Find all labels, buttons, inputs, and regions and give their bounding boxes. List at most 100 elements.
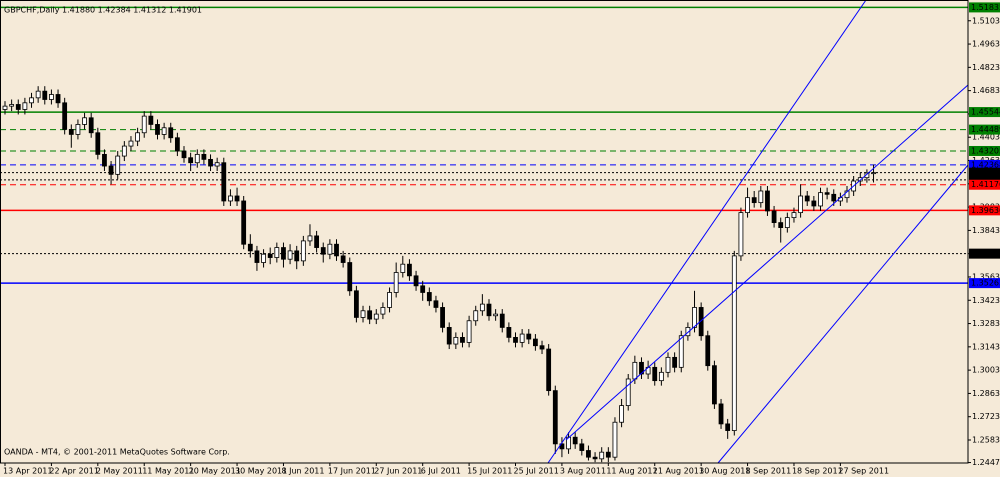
candle-body (102, 153, 107, 167)
footer: OANDA - MT4, © 2001-2011 MetaQuotes Soft… (4, 448, 230, 457)
candle-body (95, 132, 101, 155)
y-tick-label: 1.32832 (972, 319, 1000, 328)
candle-body (380, 307, 386, 315)
y-tick-label: 1.44032 (972, 133, 1000, 142)
channel-line (717, 164, 969, 464)
plot (0, 6, 968, 463)
candle-body (519, 333, 525, 343)
candle-body (745, 197, 750, 214)
candle-body (678, 335, 684, 368)
candle-body (42, 90, 48, 100)
x-tick-label: 6 Jul 2011 (421, 467, 461, 476)
y-tick-label: 1.51032 (972, 16, 1000, 25)
candle-body (765, 190, 770, 212)
level-box (969, 2, 1000, 13)
level-box (969, 278, 1000, 289)
candle-body (552, 390, 558, 445)
candle-body (784, 217, 790, 228)
candle-body (479, 303, 485, 312)
candle-body (334, 243, 339, 257)
candle-body (824, 192, 830, 195)
candle-body (818, 192, 823, 207)
x-tick-label: 20 May 2011 (189, 467, 241, 476)
candle-body (148, 115, 154, 125)
level-box (969, 107, 1000, 118)
candle-body (181, 150, 187, 159)
candle-body (307, 235, 313, 242)
candle-body (387, 292, 392, 308)
level-box (969, 124, 1000, 135)
candle-body (493, 313, 499, 317)
candle-body (605, 451, 611, 458)
y-tick-label: 1.28632 (972, 389, 1000, 398)
candle-body (546, 348, 552, 392)
level-label: 1.35263 (971, 279, 1000, 288)
candle-body (665, 356, 671, 373)
candle-body (49, 94, 54, 100)
candle-body (619, 405, 624, 423)
y-tick-label: 1.30032 (972, 366, 1000, 375)
candle-body (393, 272, 399, 293)
candle-body (446, 327, 452, 345)
candle-body (844, 190, 850, 199)
candle-body (327, 243, 333, 255)
candle-body (407, 263, 412, 277)
candle-body (871, 172, 876, 175)
candle-body (612, 421, 618, 458)
candle-body (758, 190, 764, 204)
candle-body (360, 310, 366, 318)
x-tick-label: 18 Sep 2011 (792, 467, 843, 476)
candle-body (373, 313, 379, 320)
candle-body (121, 145, 127, 157)
x-tick-label: 8 Jun 2011 (281, 467, 324, 476)
level-label: 1.51835 (971, 3, 1000, 12)
level-label: 1.41901 (971, 168, 1000, 177)
candle-body (426, 292, 432, 302)
candle-body (712, 365, 717, 405)
y-tick-label: 1.49632 (972, 40, 1000, 49)
candle-body (685, 327, 691, 337)
candle-body (466, 320, 472, 343)
candle-body (625, 378, 631, 407)
candle-body (353, 290, 359, 318)
x-tick-label: 3 Aug 2011 (560, 467, 606, 476)
candle-body (400, 263, 406, 273)
candle-body (155, 124, 160, 135)
y-tick-label: 1.24477 (972, 458, 1000, 467)
level-label: 1.37034 (971, 249, 1000, 258)
candle-body (433, 300, 439, 308)
candle-body (367, 310, 373, 320)
candle-body (718, 403, 724, 425)
candle-body (539, 345, 545, 350)
candle-body (214, 162, 220, 167)
candle-body (632, 361, 638, 380)
candle-body (55, 94, 61, 104)
y-tick-label: 1.46832 (972, 86, 1000, 95)
y-tick-label: 1.38432 (972, 226, 1000, 235)
candle-body (453, 336, 459, 345)
level-box (969, 205, 1000, 216)
candle-body (115, 155, 121, 175)
candle-body (486, 303, 492, 317)
candle-body (340, 255, 346, 263)
candle-body (811, 200, 817, 207)
candle-body (221, 162, 227, 202)
level-box (969, 167, 1000, 178)
candle-body (791, 212, 797, 219)
candle-body (460, 336, 465, 343)
candle-body (652, 366, 658, 382)
channel-line (565, 84, 969, 441)
x-tick-label: 13 Apr 2011 (3, 467, 52, 476)
candle-body (208, 158, 213, 167)
candle-body (108, 165, 114, 175)
candle-body (658, 371, 664, 382)
candle-body (234, 195, 240, 202)
level-label: 1.41176 (971, 180, 1000, 189)
level-box (969, 248, 1000, 259)
candle-body (201, 153, 207, 160)
candle-body (599, 451, 605, 460)
y-tick-label: 1.31432 (972, 342, 1000, 351)
candle-body (698, 307, 704, 337)
candle-body (586, 450, 591, 458)
